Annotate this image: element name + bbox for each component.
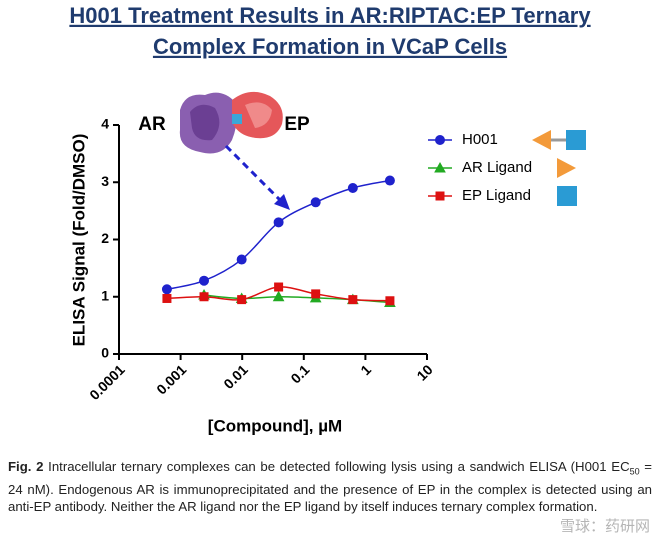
y-tick-label: 2 <box>101 230 109 246</box>
legend-marker <box>435 135 445 145</box>
annotation: EP <box>284 114 310 135</box>
point <box>199 275 210 286</box>
point <box>347 182 358 193</box>
legend-label: EP Ligand <box>462 187 531 204</box>
chart-title: Complex Formation in VCaP Cells <box>153 34 507 59</box>
caption-label: Fig. 2 <box>8 459 44 474</box>
caption-subscript: 50 <box>629 466 640 477</box>
point <box>161 284 172 295</box>
x-tick-label: 1 <box>357 361 374 378</box>
x-tick-label: 0.1 <box>287 361 312 386</box>
annotation: AR <box>138 114 166 135</box>
point <box>385 296 395 306</box>
y-axis-label: ELISA Signal (Fold/DMSO) <box>69 134 88 347</box>
y-tick-label: 1 <box>101 287 109 303</box>
x-tick-label: 0.01 <box>220 361 251 392</box>
x-tick-label: 0.001 <box>153 361 189 397</box>
arrow <box>224 144 286 206</box>
legend-marker <box>435 191 445 201</box>
series-line <box>203 294 390 304</box>
point <box>236 254 247 265</box>
caption-text: Intracellular ternary complexes can be d… <box>43 459 630 474</box>
protein-image <box>179 91 283 154</box>
point <box>274 282 284 292</box>
y-tick-label: 0 <box>101 345 109 361</box>
figure-caption: Fig. 2 Intracellular ternary complexes c… <box>8 458 652 515</box>
legend-marker <box>434 161 446 173</box>
y-tick-label: 4 <box>101 116 109 132</box>
chart-title: H001 Treatment Results in AR:RIPTAC:EP T… <box>69 3 591 28</box>
legend-label: H001 <box>462 131 498 148</box>
chart: H001 Treatment Results in AR:RIPTAC:EP T… <box>69 3 591 436</box>
point <box>384 175 395 186</box>
legend-label: AR Ligand <box>462 159 532 176</box>
x-axis-label: [Compound], µM <box>208 416 342 435</box>
caption-text: = 24 nM). Endogenous AR is immunoprecipi… <box>8 459 653 514</box>
legend-icons <box>532 130 586 206</box>
point <box>310 197 321 208</box>
point <box>199 292 209 302</box>
arrow-head <box>274 194 290 210</box>
y-tick-label: 3 <box>101 173 109 189</box>
point <box>237 295 247 305</box>
x-tick-label: 0.0001 <box>86 361 128 403</box>
point <box>273 217 284 228</box>
x-tick-label: 10 <box>413 361 435 383</box>
point <box>348 295 358 305</box>
point <box>162 293 172 303</box>
point <box>311 289 321 299</box>
point <box>272 290 285 302</box>
watermark: 雪球：药研网 <box>559 517 650 535</box>
